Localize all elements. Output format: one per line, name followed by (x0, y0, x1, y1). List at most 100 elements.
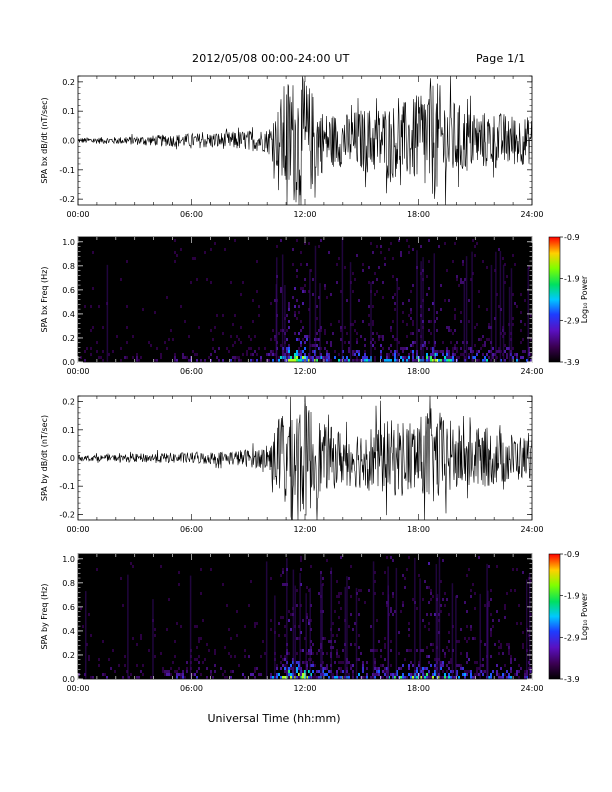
colorbar-tick-label: -3.9 (564, 675, 580, 684)
y-tick-label: -0.2 (59, 510, 75, 519)
colorbar-label: Log₁₀ Power (580, 592, 589, 640)
y-axis-label: SPA by Freq (Hz) (40, 584, 49, 650)
spectral-streak (510, 268, 513, 362)
spectral-streak (414, 557, 416, 679)
spectral-streak (420, 261, 422, 362)
x-tick-label: 24:00 (520, 210, 543, 219)
spectral-streak (527, 267, 529, 362)
spectral-streak (84, 591, 87, 679)
x-tick-label: 18:00 (407, 525, 430, 534)
x-tick-label: 12:00 (293, 210, 316, 219)
waveform-trace (78, 76, 532, 205)
y-tick-label: 1.0 (62, 238, 75, 247)
spectral-streak (486, 602, 488, 679)
y-tick-label: 0.4 (62, 627, 75, 636)
x-tick-label: 00:00 (66, 210, 89, 219)
spectrogram-background (78, 554, 532, 679)
x-tick-label: 12:00 (293, 684, 316, 693)
spectrogram-cells (78, 556, 532, 679)
spectral-streak (305, 593, 307, 679)
page-number: Page 1/1 (476, 52, 526, 65)
spectral-streak (372, 561, 375, 679)
x-tick-label: 12:00 (293, 525, 316, 534)
spectral-streak (502, 264, 505, 362)
colorbar-tick-label: -2.9 (564, 316, 580, 325)
colorbar-tick-label: -2.9 (564, 633, 580, 642)
y-tick-label: 0.0 (62, 358, 75, 367)
spectral-streak (275, 284, 278, 362)
spectral-streak (508, 286, 511, 362)
y-tick-label: 0.2 (62, 78, 75, 87)
y-tick-label: -0.1 (59, 166, 75, 175)
colorbar-tick-label: -1.9 (564, 275, 580, 284)
spectral-streak (106, 264, 109, 362)
y-axis-label: SPA bx Freq (Hz) (40, 267, 49, 333)
spectral-streak (292, 569, 295, 679)
spectral-streak (341, 238, 344, 362)
y-tick-label: 0.4 (62, 310, 75, 319)
spectral-streak (349, 262, 352, 362)
spectral-streak (422, 257, 424, 362)
spectral-streak (281, 254, 284, 362)
panel-by-spectrogram: -0.9 -1.9 -2.9 -3.9 Log₁₀ Power 00:00 06:00 12:… (40, 550, 589, 693)
spectral-streak (436, 593, 439, 679)
spectral-streak (127, 574, 129, 679)
spectral-streak (320, 572, 322, 679)
colorbar-tick-label: -0.9 (564, 550, 580, 559)
spectral-streak (309, 269, 311, 362)
spectral-streak (490, 264, 493, 362)
x-tick-label: 18:00 (407, 684, 430, 693)
panel-bx-spectrogram: -0.9 -1.9 -2.9 -3.9 Log₁₀ Power 00:00 06:00 12:… (40, 233, 589, 376)
spectral-streak (346, 576, 348, 679)
y-tick-label: 0.2 (62, 651, 75, 660)
page-title: 2012/05/08 00:00-24:00 UT (192, 52, 350, 65)
spectral-streak (189, 575, 192, 679)
y-axis-label: SPA bx dB/dt (nT/sec) (40, 97, 49, 183)
x-tick-label: 06:00 (180, 525, 203, 534)
y-tick-label: 1.0 (62, 555, 75, 564)
x-tick-label: 24:00 (520, 684, 543, 693)
spectral-streak (294, 585, 296, 679)
spectral-streak (419, 578, 421, 679)
spectral-streak (396, 278, 399, 362)
spectral-streak (438, 557, 441, 679)
colorbar-tick-label: -1.9 (564, 592, 580, 601)
y-tick-label: 0.8 (62, 262, 75, 271)
y-tick-label: 0.1 (62, 107, 75, 116)
y-tick-label: 0.2 (62, 398, 75, 407)
spectral-streak (451, 583, 454, 679)
spectral-streak (495, 251, 497, 362)
y-tick-label: 0.0 (62, 454, 75, 463)
spectral-streak (455, 595, 457, 679)
x-tick-label: 00:00 (66, 684, 89, 693)
x-tick-label: 06:00 (180, 367, 203, 376)
spectral-streak (330, 567, 333, 679)
colorbar-label: Log₁₀ Power (580, 275, 589, 323)
x-tick-label: 18:00 (407, 210, 430, 219)
y-tick-label: 0.2 (62, 334, 75, 343)
x-axis-label: Universal Time (hh:mm) (208, 712, 341, 725)
y-tick-label: 0.0 (62, 137, 75, 146)
spectral-streak (395, 567, 398, 679)
colorbar-tick-label: -0.9 (564, 233, 580, 242)
spectral-streak (152, 599, 154, 679)
y-tick-label: -0.1 (59, 482, 75, 491)
spectral-streak (463, 280, 466, 362)
spectral-streak (525, 579, 528, 679)
spectral-streak (433, 253, 436, 362)
x-tick-label: 12:00 (293, 367, 316, 376)
spectrogram-cells (80, 238, 532, 362)
spectral-streak (465, 256, 468, 362)
y-tick-label: 0.0 (62, 675, 75, 684)
x-tick-label: 24:00 (520, 367, 543, 376)
colorbar (548, 553, 561, 680)
spectral-streak (274, 595, 276, 679)
spectral-streak (416, 250, 418, 362)
x-tick-label: 18:00 (407, 367, 430, 376)
spectral-streak (435, 564, 438, 679)
spectral-streak (286, 558, 288, 679)
x-tick-label: 06:00 (180, 684, 203, 693)
spectral-streak (284, 285, 286, 362)
spectral-streak (499, 251, 502, 362)
